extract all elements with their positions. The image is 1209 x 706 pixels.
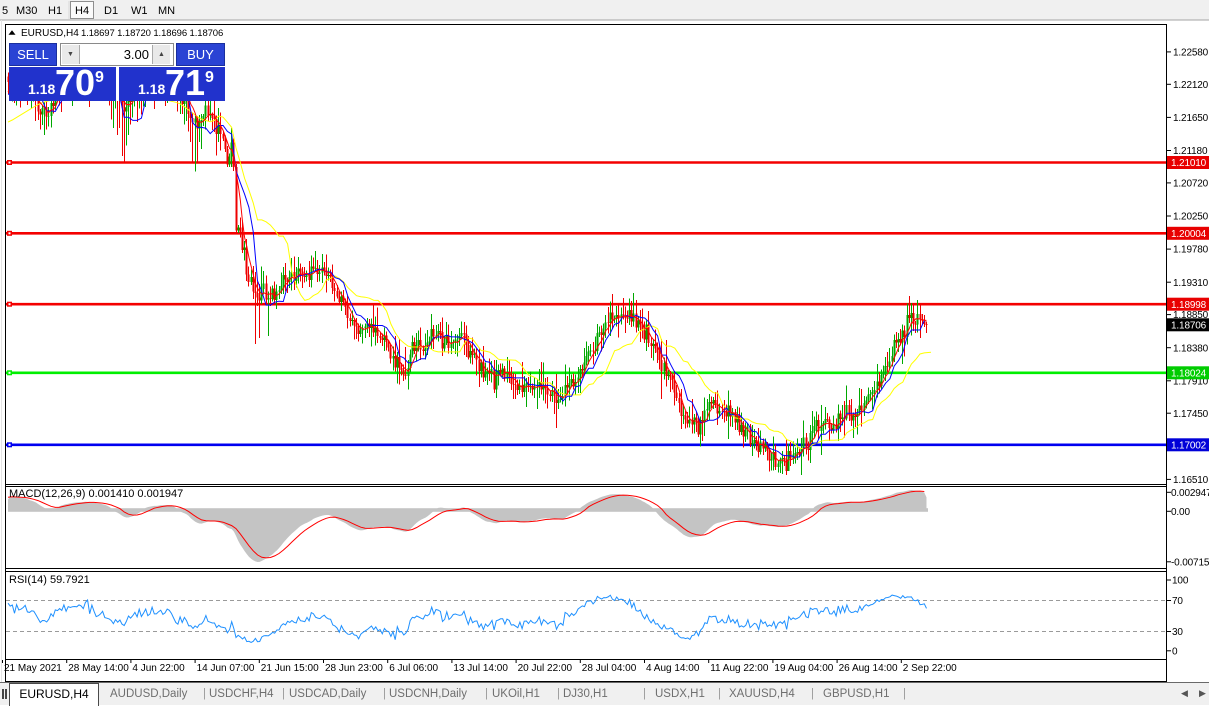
svg-text:1.17450: 1.17450 <box>1173 409 1209 420</box>
svg-text:30: 30 <box>1172 627 1183 638</box>
svg-text:21 Jun 15:00: 21 Jun 15:00 <box>261 663 319 674</box>
svg-text:26 Aug 14:00: 26 Aug 14:00 <box>839 663 898 674</box>
svg-text:6 Jul 06:00: 6 Jul 06:00 <box>389 663 438 674</box>
svg-text:4 Jun 22:00: 4 Jun 22:00 <box>132 663 185 674</box>
svg-text:1.16510: 1.16510 <box>1173 475 1209 486</box>
svg-text:1.22120: 1.22120 <box>1173 80 1209 91</box>
svg-text:RSI(14) 59.7921: RSI(14) 59.7921 <box>9 574 90 586</box>
svg-text:1.17910: 1.17910 <box>1173 376 1209 387</box>
svg-text:M30: M30 <box>16 5 37 17</box>
svg-text:MN: MN <box>158 5 175 17</box>
svg-text:1.20250: 1.20250 <box>1173 212 1209 223</box>
svg-text:1.19780: 1.19780 <box>1173 245 1209 256</box>
svg-text:1.20720: 1.20720 <box>1173 179 1209 190</box>
svg-text:MACD(12,26,9) 0.001410 0.00194: MACD(12,26,9) 0.001410 0.001947 <box>9 488 183 500</box>
svg-text:4 Aug 14:00: 4 Aug 14:00 <box>646 663 700 674</box>
svg-text:28 Jul 04:00: 28 Jul 04:00 <box>582 663 637 674</box>
svg-text:20 Jul 22:00: 20 Jul 22:00 <box>518 663 573 674</box>
svg-text:5: 5 <box>2 5 8 17</box>
svg-text:21 May 2021: 21 May 2021 <box>4 663 62 674</box>
svg-text:H1: H1 <box>48 5 62 17</box>
svg-text:28 May 14:00: 28 May 14:00 <box>68 663 129 674</box>
svg-text:11 Aug 22:00: 11 Aug 22:00 <box>710 663 769 674</box>
svg-text:19 Aug 04:00: 19 Aug 04:00 <box>774 663 833 674</box>
svg-text:0.002947: 0.002947 <box>1171 488 1209 499</box>
svg-text:1.18697 1.18720 1.18696 1.1870: 1.18697 1.18720 1.18696 1.18706 <box>81 28 223 39</box>
svg-text:13 Jul 14:00: 13 Jul 14:00 <box>453 663 508 674</box>
svg-text:0: 0 <box>1172 646 1178 657</box>
svg-text:1.21650: 1.21650 <box>1173 113 1209 124</box>
svg-text:1.18380: 1.18380 <box>1173 343 1209 354</box>
svg-text:100: 100 <box>1172 576 1189 587</box>
svg-text:14 Jun 07:00: 14 Jun 07:00 <box>197 663 255 674</box>
svg-text:1.19310: 1.19310 <box>1173 278 1209 289</box>
svg-text:EURUSD,H4: EURUSD,H4 <box>21 28 79 39</box>
svg-text:H4: H4 <box>75 5 89 17</box>
svg-text:1.21010: 1.21010 <box>1171 158 1207 169</box>
svg-text:1.20004: 1.20004 <box>1171 229 1207 240</box>
svg-text:W1: W1 <box>131 5 148 17</box>
svg-text:1.18850: 1.18850 <box>1173 310 1209 321</box>
svg-text:70: 70 <box>1172 596 1183 607</box>
svg-text:1.22580: 1.22580 <box>1173 48 1209 59</box>
svg-text:D1: D1 <box>104 5 118 17</box>
svg-text:2 Sep 22:00: 2 Sep 22:00 <box>903 663 957 674</box>
svg-text:1.18998: 1.18998 <box>1171 300 1207 311</box>
svg-text:-0.007157: -0.007157 <box>1171 557 1209 568</box>
svg-text:0.00: 0.00 <box>1171 507 1190 518</box>
svg-text:1.18706: 1.18706 <box>1171 320 1207 331</box>
svg-text:1.18024: 1.18024 <box>1171 368 1207 379</box>
svg-text:1.17002: 1.17002 <box>1171 440 1207 451</box>
svg-text:28 Jun 23:00: 28 Jun 23:00 <box>325 663 383 674</box>
svg-text:1.21180: 1.21180 <box>1173 146 1208 157</box>
